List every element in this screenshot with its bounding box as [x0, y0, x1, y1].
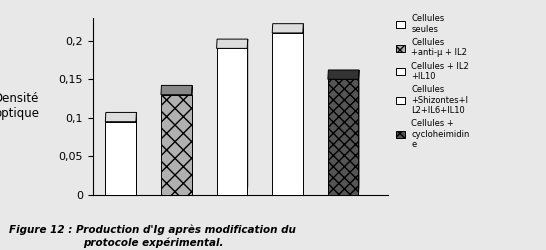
- Polygon shape: [105, 122, 136, 195]
- Polygon shape: [161, 86, 192, 95]
- Text: Densité
optique: Densité optique: [0, 92, 40, 120]
- Polygon shape: [217, 39, 248, 48]
- Polygon shape: [272, 24, 304, 33]
- Polygon shape: [272, 33, 303, 195]
- Polygon shape: [328, 70, 359, 79]
- Legend: Cellules
seules, Cellules
+anti-μ + IL2, Cellules + IL2
+IL10, Cellules
+Shizont: Cellules seules, Cellules +anti-μ + IL2,…: [395, 13, 472, 150]
- Polygon shape: [217, 48, 247, 195]
- Polygon shape: [328, 79, 359, 195]
- Polygon shape: [161, 95, 192, 195]
- Text: Figure 12 : Production d'Ig après modification du
protocole expérimental.: Figure 12 : Production d'Ig après modifi…: [9, 225, 296, 248]
- Polygon shape: [105, 112, 136, 122]
